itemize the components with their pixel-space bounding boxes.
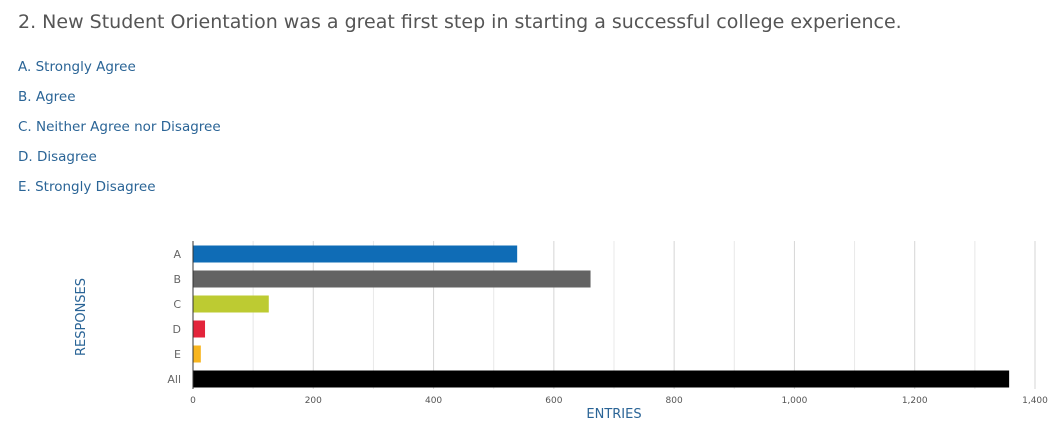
x-tick-label: 1,400	[1022, 396, 1048, 406]
bar-a	[193, 245, 518, 263]
bars	[193, 245, 1010, 388]
bar-b	[193, 270, 591, 288]
option-d: D. Disagree	[18, 149, 97, 165]
x-tick-label: 600	[545, 396, 562, 406]
option-e: E. Strongly Disagree	[18, 179, 156, 195]
y-axis-title: RESPONSES	[74, 278, 89, 356]
question-title: 2. New Student Orientation was a great f…	[18, 11, 902, 33]
grid-lines	[192, 241, 1036, 389]
category-label-a: A	[173, 248, 181, 261]
option-c: C. Neither Agree nor Disagree	[18, 119, 221, 135]
category-label-e: E	[174, 348, 181, 361]
option-b: B. Agree	[18, 89, 76, 105]
x-axis-title: ENTRIES	[586, 407, 641, 422]
category-label-d: D	[173, 323, 181, 336]
category-label-all: All	[167, 373, 181, 386]
category-label-c: C	[173, 298, 181, 311]
x-tick-label: 800	[666, 396, 683, 406]
option-a: A. Strongly Agree	[18, 59, 136, 75]
bar-c	[193, 295, 269, 313]
category-label-b: B	[173, 273, 181, 286]
x-tick-label: 200	[305, 396, 322, 406]
bar-e	[193, 345, 201, 363]
answer-options-list: A. Strongly Agree B. Agree C. Neither Ag…	[18, 57, 221, 207]
bar-all	[193, 370, 1010, 388]
bar-d	[193, 320, 206, 338]
x-tick-label: 1,000	[782, 396, 808, 406]
x-tick-label: 0	[190, 396, 196, 406]
x-tick-label: 1,200	[902, 396, 928, 406]
x-tick-label: 400	[425, 396, 442, 406]
